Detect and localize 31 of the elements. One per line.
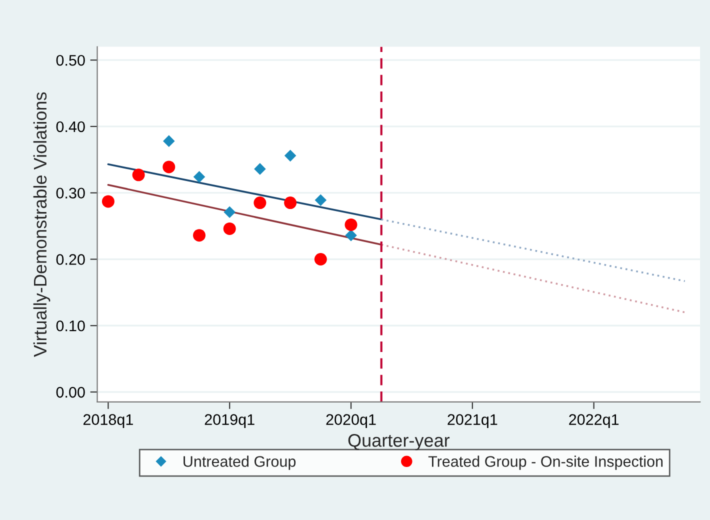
- y-tick-label: 0.10: [56, 320, 85, 332]
- point: [254, 196, 266, 210]
- legend-label: Treated Group - On-site Inspection: [428, 456, 663, 470]
- y-axis-title: Virtually-Demonstrable Violations: [33, 92, 50, 357]
- y-tick-label: 0.30: [56, 188, 85, 199]
- point: [163, 135, 175, 147]
- point: [344, 218, 358, 231]
- x-tick-label: 2021q1: [448, 414, 498, 428]
- x-axis-title: Quarter-year: [348, 434, 450, 450]
- x-tick-label: 2019q1: [204, 414, 254, 428]
- legend-label: Untreated Group: [184, 456, 296, 470]
- point: [193, 171, 206, 183]
- x-tick-label: 2020q1: [326, 414, 376, 428]
- point: [132, 168, 145, 182]
- point: [284, 196, 297, 210]
- point: [223, 222, 236, 235]
- point: [314, 194, 327, 206]
- point: [345, 229, 357, 242]
- point: [193, 229, 206, 242]
- point: [284, 150, 296, 162]
- x-tick-label: 2018q1: [83, 414, 133, 428]
- point: [102, 195, 114, 208]
- point: [314, 252, 327, 266]
- point: [254, 163, 266, 175]
- y-tick-label: 0.20: [56, 254, 85, 265]
- y-tick-label: 0.50: [56, 54, 85, 66]
- y-tick-label: 0.00: [56, 386, 85, 398]
- point: [162, 160, 176, 174]
- point: [224, 206, 236, 218]
- y-tick-label: 0.40: [56, 121, 85, 132]
- x-tick-label: 2022q1: [569, 414, 619, 428]
